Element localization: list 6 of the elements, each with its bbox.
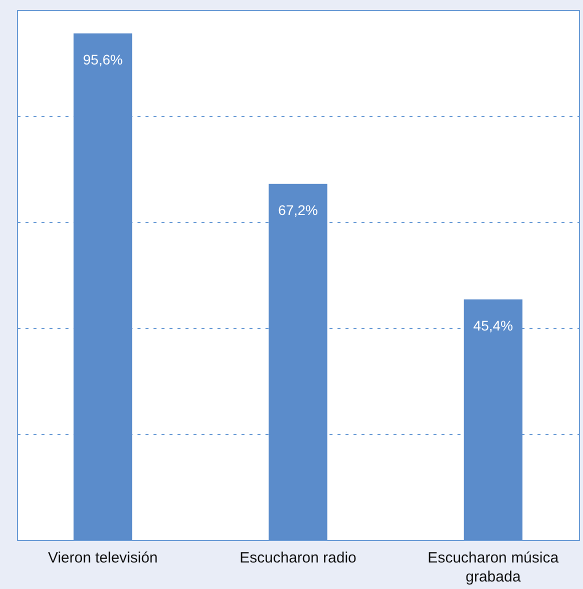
x-tick-label: Escucharon música grabada	[428, 550, 560, 586]
x-tick-label: Vieron televisión	[48, 550, 158, 566]
data-label: 45,4%	[473, 317, 513, 334]
data-label: 67,2%	[278, 202, 318, 218]
x-tick-label: Escucharon radio	[240, 550, 356, 566]
data-label: 95,6%	[83, 51, 123, 68]
